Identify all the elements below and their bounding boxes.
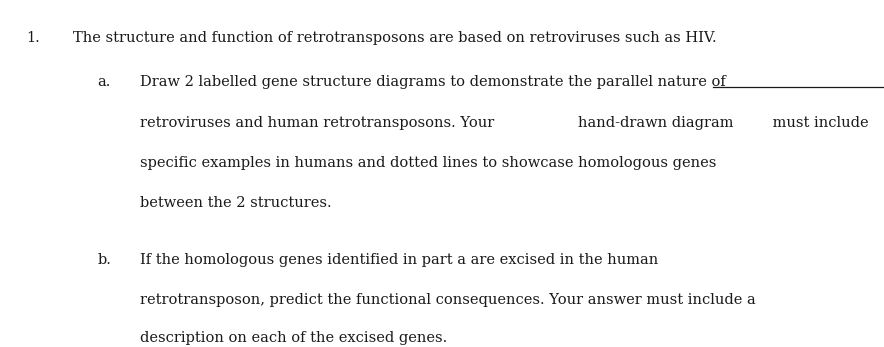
Text: Draw 2 labelled gene structure diagrams to demonstrate the parallel nature of: Draw 2 labelled gene structure diagrams … bbox=[140, 75, 726, 88]
Text: The structure and function of retrotransposons are based on retroviruses such as: The structure and function of retrotrans… bbox=[72, 31, 716, 45]
Text: description on each of the excised genes.: description on each of the excised genes… bbox=[140, 331, 446, 345]
Text: b.: b. bbox=[98, 253, 111, 267]
Text: retrotransposon, predict the functional consequences. Your answer must include a: retrotransposon, predict the functional … bbox=[140, 293, 755, 307]
Text: retroviruses and human retrotransposons. Your: retroviruses and human retrotransposons.… bbox=[140, 116, 499, 130]
Text: If the homologous genes identified in part a are excised in the human: If the homologous genes identified in pa… bbox=[140, 253, 658, 267]
Text: between the 2 structures.: between the 2 structures. bbox=[140, 196, 332, 210]
Text: specific examples in humans and dotted lines to showcase homologous genes: specific examples in humans and dotted l… bbox=[140, 156, 716, 170]
Text: a.: a. bbox=[98, 75, 111, 88]
Text: hand-drawn diagram: hand-drawn diagram bbox=[578, 116, 734, 130]
Text: must include: must include bbox=[768, 116, 869, 130]
Text: 1.: 1. bbox=[27, 31, 41, 45]
